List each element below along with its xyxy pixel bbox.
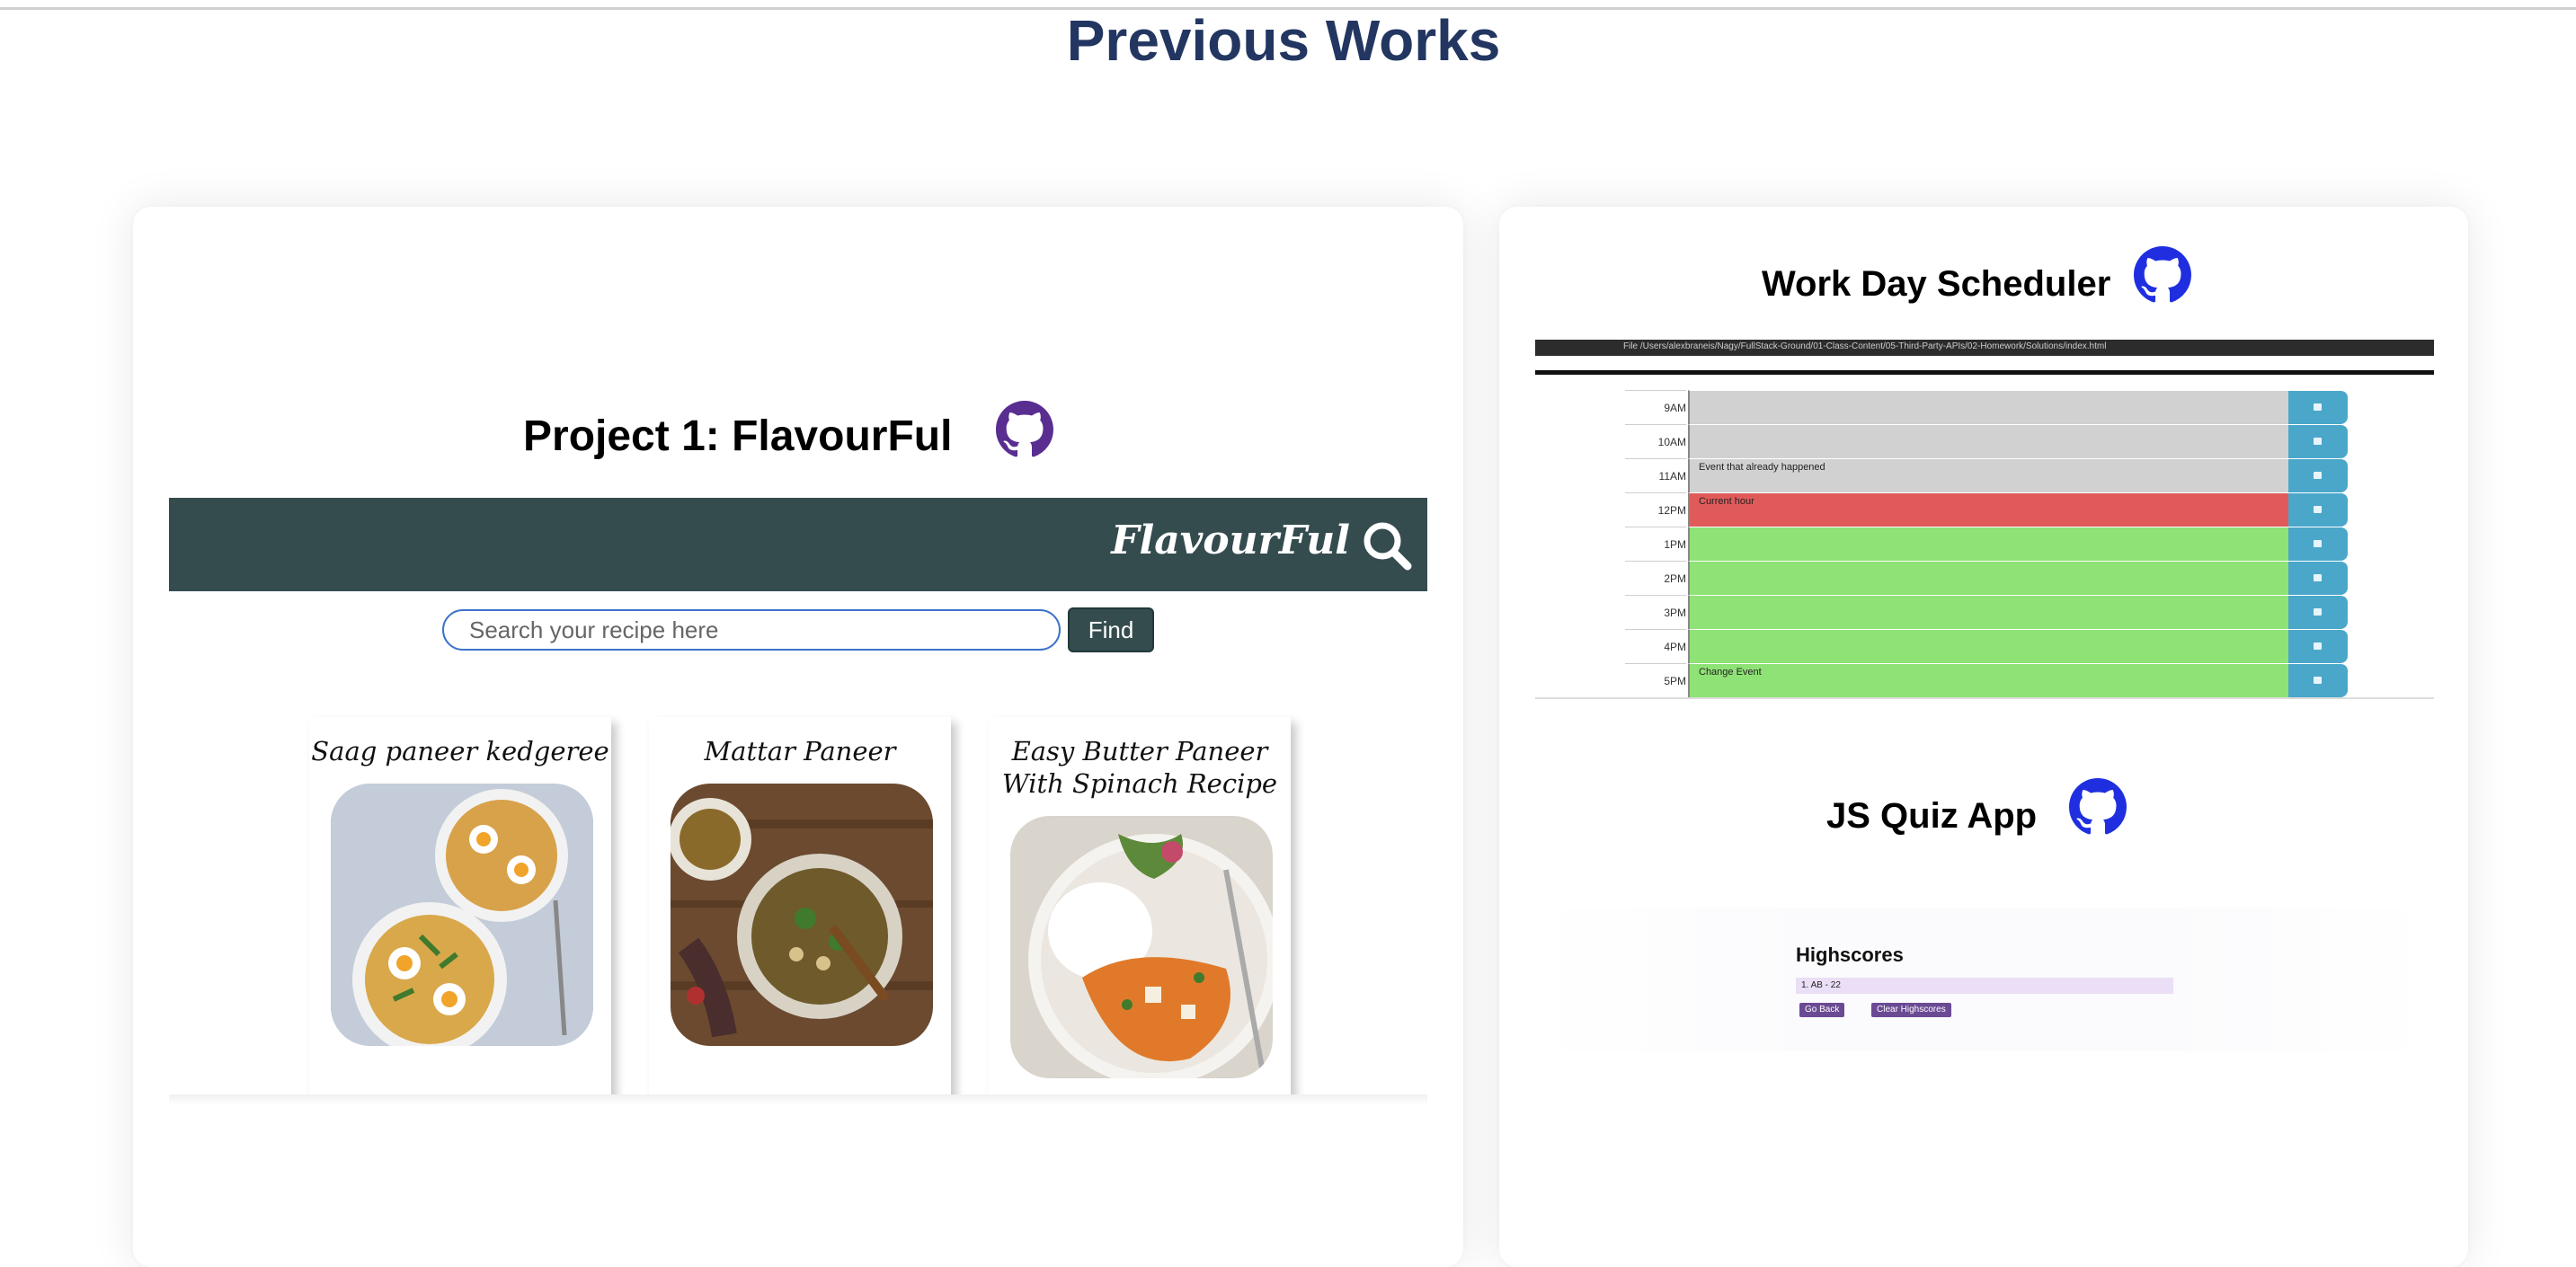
project-card-column[interactable]: Work Day Scheduler File /Users/alexbrane… <box>1499 207 2468 1267</box>
recipe-title: Mattar Paneer <box>704 736 896 766</box>
page-title: Previous Works <box>1066 8 1501 73</box>
scheduler-screenshot[interactable]: File /Users/alexbraneis/Nagy/FullStack-G… <box>1535 340 2434 699</box>
save-button[interactable] <box>2288 458 2348 492</box>
event-text[interactable] <box>1688 390 2288 424</box>
hour-label: 3PM <box>1625 595 1686 629</box>
save-icon <box>2314 540 2322 547</box>
flavourful-brand: FlavourFul <box>1111 518 1350 563</box>
header-divider <box>1535 370 2434 375</box>
quiz-screenshot[interactable]: Highscores 1. AB - 22 Go Back Clear High… <box>1535 908 2434 1051</box>
recipe-card[interactable]: Mattar Paneer <box>649 717 951 1098</box>
hour-label: 2PM <box>1625 561 1686 595</box>
hour-label: 1PM <box>1625 527 1686 561</box>
recipe-title: Easy Butter Paneer With Spinach Recipe <box>1001 736 1278 799</box>
hour-label: 5PM <box>1625 663 1686 697</box>
save-button[interactable] <box>2288 527 2348 561</box>
time-block[interactable]: 12PM Current hour <box>1625 492 2348 527</box>
recipe-card[interactable]: Saag paneer kedgeree <box>309 717 611 1098</box>
save-button[interactable] <box>2288 595 2348 629</box>
highscore-entry: 1. AB - 22 <box>1796 978 2173 994</box>
find-button[interactable]: Find <box>1068 607 1154 652</box>
highscores-heading: Highscores <box>1796 944 1904 966</box>
hour-label: 9AM <box>1625 390 1686 424</box>
save-icon <box>2314 608 2322 616</box>
recipe-card[interactable]: Easy Butter Paneer With Spinach Recipe <box>989 717 1291 1098</box>
hour-label: 11AM <box>1625 458 1686 492</box>
save-button[interactable] <box>2288 390 2348 424</box>
project-title: Project 1: FlavourFul <box>523 412 953 460</box>
clear-highscores-button[interactable]: Clear Highscores <box>1871 1003 1951 1017</box>
github-icon[interactable] <box>2069 778 2127 836</box>
recipe-image <box>1010 816 1273 1078</box>
save-icon <box>2314 677 2322 684</box>
time-block[interactable]: 2PM <box>1625 561 2348 595</box>
project-card-flavourful[interactable]: Project 1: FlavourFul FlavourFul Find Sa… <box>133 207 1463 1267</box>
time-block[interactable]: 3PM <box>1625 595 2348 629</box>
save-button[interactable] <box>2288 629 2348 663</box>
event-text[interactable]: Event that already happened <box>1688 458 2288 492</box>
save-button[interactable] <box>2288 561 2348 595</box>
flavourful-navbar: FlavourFul <box>169 498 1427 591</box>
save-button[interactable] <box>2288 492 2348 527</box>
save-icon <box>2314 574 2322 581</box>
hour-label: 10AM <box>1625 424 1686 458</box>
time-block[interactable]: 11AM Event that already happened <box>1625 458 2348 492</box>
search-icon <box>1364 522 1412 571</box>
project-title: Work Day Scheduler <box>1762 264 2111 304</box>
event-text[interactable]: Current hour <box>1688 492 2288 527</box>
event-text[interactable] <box>1688 629 2288 663</box>
top-divider <box>0 7 2576 10</box>
recipe-image <box>671 784 933 1046</box>
screenshot-edge <box>1535 697 2434 699</box>
event-text[interactable] <box>1688 424 2288 458</box>
save-icon <box>2314 642 2322 650</box>
github-icon[interactable] <box>996 401 1053 458</box>
go-back-button[interactable]: Go Back <box>1799 1003 1845 1017</box>
browser-bar: File /Users/alexbraneis/Nagy/FullStack-G… <box>1535 340 2434 356</box>
event-text[interactable] <box>1688 527 2288 561</box>
time-block[interactable]: 1PM <box>1625 527 2348 561</box>
screenshot-edge <box>169 1094 1427 1105</box>
time-block[interactable]: 9AM <box>1625 390 2348 424</box>
flavourful-screenshot[interactable]: FlavourFul Find Saag paneer kedgeree <box>169 498 1427 1105</box>
save-icon <box>2314 403 2322 411</box>
time-block[interactable]: 10AM <box>1625 424 2348 458</box>
recipe-search-input[interactable] <box>442 609 1061 651</box>
recipe-image <box>331 784 593 1046</box>
time-block[interactable]: 4PM <box>1625 629 2348 663</box>
save-icon <box>2314 438 2322 445</box>
hour-label: 4PM <box>1625 629 1686 663</box>
save-button[interactable] <box>2288 663 2348 697</box>
recipe-title: Saag paneer kedgeree <box>311 736 609 766</box>
browser-url: File /Users/alexbraneis/Nagy/FullStack-G… <box>1623 341 2107 351</box>
github-icon[interactable] <box>2134 246 2191 304</box>
event-text[interactable] <box>1688 595 2288 629</box>
time-block[interactable]: 5PM Change Event <box>1625 663 2348 697</box>
project-title: JS Quiz App <box>1826 796 2038 836</box>
save-icon <box>2314 506 2322 513</box>
hour-label: 12PM <box>1625 492 1686 527</box>
event-text[interactable] <box>1688 561 2288 595</box>
save-button[interactable] <box>2288 424 2348 458</box>
save-icon <box>2314 472 2322 479</box>
event-text[interactable]: Change Event <box>1688 663 2288 697</box>
